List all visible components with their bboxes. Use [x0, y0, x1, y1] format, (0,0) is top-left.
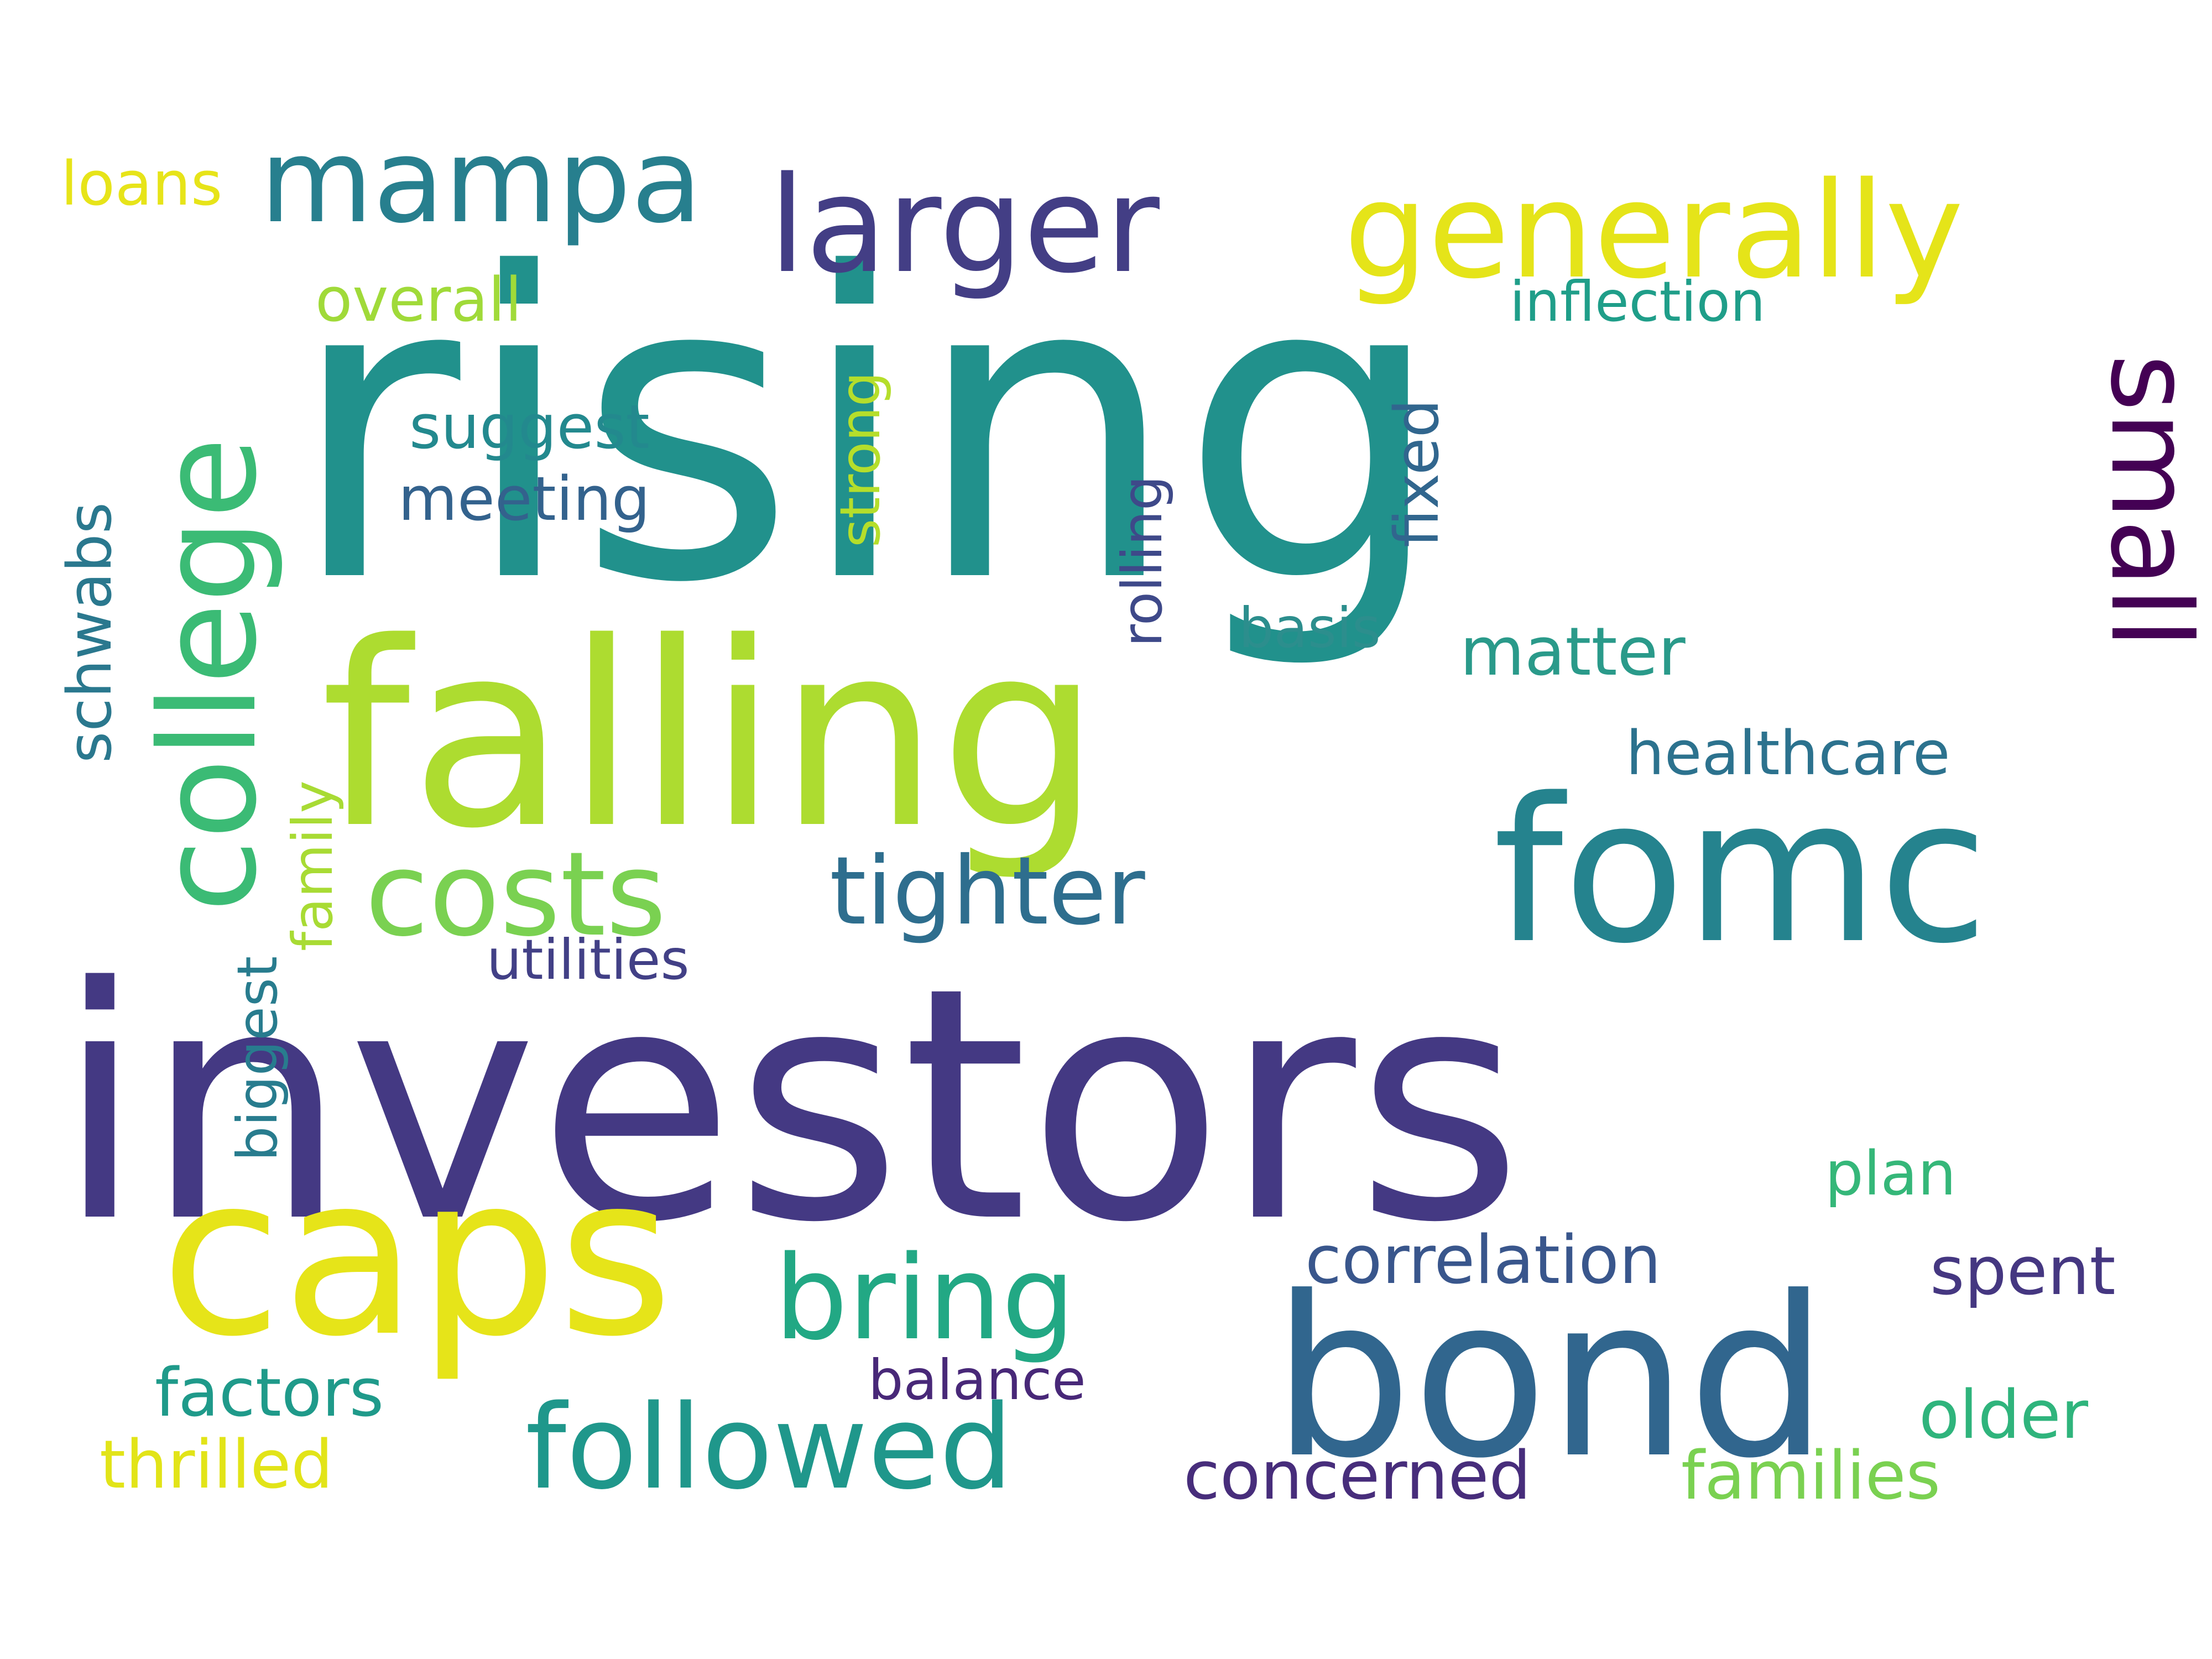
word-meeting: meeting: [398, 463, 650, 534]
word-healthcare: healthcare: [1626, 718, 1950, 789]
word-generally: generally: [1344, 153, 1964, 308]
word-small: small: [2086, 354, 2212, 649]
word-schwabs: schwabs: [54, 502, 125, 763]
word-utilities: utilities: [487, 927, 690, 992]
word-plan: plan: [1825, 1138, 1957, 1209]
word-college: college: [131, 437, 286, 912]
word-basis: basis: [1239, 596, 1381, 660]
word-older: older: [1919, 1377, 2089, 1454]
word-rolling: rolling: [1110, 476, 1175, 647]
word-suggest: suggest: [409, 392, 650, 462]
word-biggest: biggest: [225, 956, 290, 1161]
word-family: family: [280, 780, 345, 951]
word-loans: loans: [61, 148, 222, 219]
word-investors: investors: [55, 919, 1523, 1292]
word-fomc: fomc: [1493, 755, 1989, 987]
word-fixed: fixed: [1381, 399, 1452, 547]
word-caps: caps: [160, 1128, 673, 1385]
word-thrilled: thrilled: [100, 1427, 333, 1504]
word-larger: larger: [769, 148, 1160, 302]
word-followed: followed: [525, 1380, 1013, 1515]
word-families: families: [1681, 1438, 1940, 1515]
word-strong: strong: [828, 372, 893, 547]
word-tighter: tighter: [830, 837, 1145, 946]
word-correlation: correlation: [1305, 1222, 1661, 1299]
word-bring: bring: [774, 1230, 1075, 1366]
word-inflection: inflection: [1510, 269, 1765, 334]
word-costs: costs: [365, 827, 666, 962]
word-mampa: mampa: [260, 113, 702, 249]
word-bond: bond: [1272, 1250, 1828, 1507]
word-factors: factors: [155, 1355, 384, 1432]
word-matter: matter: [1460, 614, 1686, 691]
word-concerned: concerned: [1183, 1438, 1531, 1515]
word-spent: spent: [1930, 1233, 2116, 1310]
word-balance: balance: [868, 1348, 1086, 1412]
word-overall: overall: [315, 264, 522, 335]
word-falling: falling: [321, 588, 1101, 884]
word-rising: rising: [288, 186, 1446, 675]
